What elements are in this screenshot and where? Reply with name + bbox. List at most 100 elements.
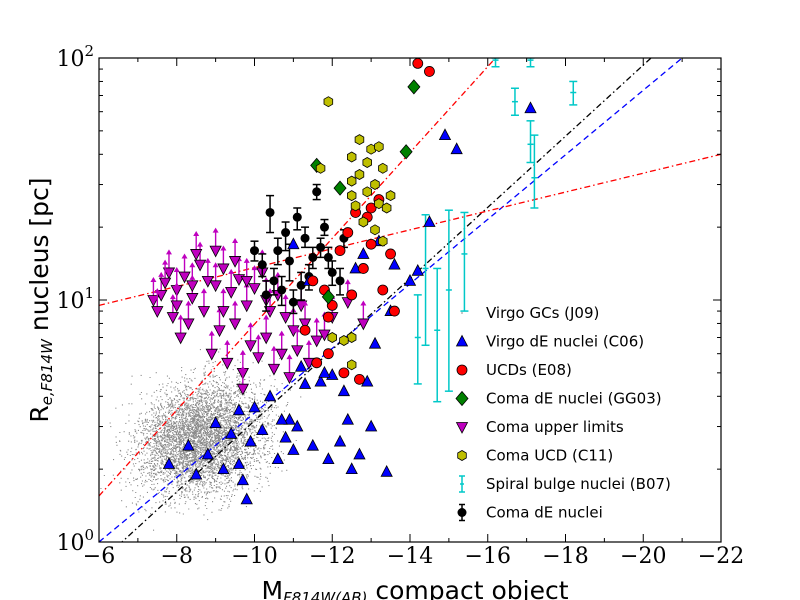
- upper-limit-arrowhead: [344, 279, 351, 285]
- upper-limit-arrowhead: [360, 300, 367, 306]
- coma-de-nucleus-marker: [316, 242, 326, 252]
- upper-limit-marker: [205, 348, 218, 361]
- virgo-de-nucleus-point-37: [450, 142, 463, 155]
- coma-de-nucleus-point-15: [261, 280, 271, 312]
- upper-limit-marker: [166, 312, 180, 324]
- legend-marker: [455, 334, 469, 347]
- x-axis-label: MF814W(AB) compact object: [262, 576, 569, 600]
- upper-limit-point-29: [291, 327, 304, 358]
- upper-limit-arrowhead: [274, 271, 281, 277]
- coma-ucd-c11-point-0: [323, 96, 334, 108]
- coma-gg03-point-1: [399, 144, 413, 160]
- virgo-de-nucleus-point-21: [306, 438, 319, 451]
- upper-limit-point-44: [228, 237, 242, 268]
- virgo-de-nucleus-point-18: [291, 419, 304, 432]
- virgo-de-nucleus-point-7: [232, 457, 246, 469]
- virgo-de-nucleus-point-22: [314, 374, 327, 387]
- coma-ucd-c11-point-13: [374, 198, 384, 210]
- coma-ucd-c11-point-9: [370, 179, 380, 190]
- virgo-de-nucleus-point-35: [403, 273, 417, 286]
- coma-de-nucleus-marker: [335, 276, 345, 286]
- virgo-de-nucleus-point-40: [275, 412, 288, 425]
- coma-de-nucleus-point-2: [312, 183, 322, 201]
- virgo-de-nucleus-point-11: [248, 400, 261, 413]
- reference-lines: [99, 58, 721, 542]
- upper-limit-point-52: [283, 354, 296, 385]
- coma-de-nucleus-marker: [261, 290, 271, 300]
- upper-limit-point-9: [217, 245, 230, 276]
- upper-limit-point-7: [201, 257, 215, 288]
- upper-limit-arrowhead: [239, 365, 246, 371]
- upper-limit-arrowhead: [302, 300, 309, 306]
- coma-de-nucleus-marker: [250, 246, 259, 256]
- coma-ucd-c11-point-18: [378, 235, 388, 247]
- coma-ucd-c11-point-4: [346, 151, 357, 163]
- upper-limit-arrowhead: [270, 345, 277, 351]
- coma-ucd-c11-point-12: [346, 190, 357, 202]
- upper-limit-marker: [244, 340, 257, 353]
- virgo-de-nucleus-point-0: [162, 457, 176, 469]
- upper-limit-marker: [236, 383, 249, 396]
- ucd-e08-point-1: [424, 66, 435, 77]
- axis-ticks: [98, 57, 722, 543]
- ucd-e08-point-18: [338, 367, 350, 379]
- coma-de-nucleus-point-13: [296, 271, 306, 301]
- ucd-e08-point-20: [334, 245, 346, 257]
- coma-ucd-c11-point-11: [385, 190, 396, 202]
- coma-de-nucleus-point-4: [300, 226, 310, 249]
- ucd-e08-point-0: [412, 58, 424, 69]
- upper-limit-point-17: [279, 294, 292, 324]
- virgo-de-nucleus-point-42: [337, 384, 351, 397]
- virgo-de-nucleus-point-27: [345, 462, 358, 475]
- upper-limit-arrowhead: [204, 257, 211, 263]
- virgo-de-nucleus-point-10: [244, 434, 257, 447]
- upper-limit-arrowhead: [165, 249, 172, 255]
- coma-de-nucleus-marker: [269, 276, 279, 286]
- virgo-de-nucleus-point-28: [353, 447, 366, 460]
- upper-limit-arrowhead: [263, 314, 270, 320]
- upper-limit-point-8: [209, 262, 222, 293]
- upper-limit-marker: [228, 256, 242, 268]
- upper-limit-arrowhead: [181, 253, 188, 259]
- upper-limit-arrowhead: [193, 230, 200, 236]
- virgo-de-nucleus-point-47: [287, 237, 300, 250]
- coma-gg03-point-3: [333, 180, 347, 196]
- upper-limit-point-21: [166, 294, 180, 324]
- coma-ucd-c11-point-3: [374, 141, 384, 153]
- virgo-de-nucleus-point-26: [341, 412, 354, 425]
- coma-ucd-c11-point-19: [327, 332, 338, 343]
- virgo-de-nucleus-point-13: [263, 389, 277, 402]
- coma-de-nucleus-marker: [273, 246, 283, 256]
- coma-de-nucleus-point-1: [292, 207, 302, 231]
- upper-limit-marker: [209, 245, 222, 258]
- upper-limit-point-53: [236, 365, 249, 396]
- coma-de-nucleus-point-16: [288, 289, 298, 315]
- upper-limit-marker: [260, 332, 273, 345]
- upper-limit-point-50: [170, 282, 183, 313]
- legend-marker: [455, 422, 469, 434]
- coma-de-nucleus-point-3: [281, 221, 291, 252]
- coma-de-nucleus-point-18: [335, 267, 345, 296]
- upper-limit-arrowhead: [305, 339, 312, 345]
- upper-limit-arrowhead: [173, 282, 180, 288]
- legend-entry-6: Spiral bulge nuclei (B07): [459, 475, 671, 493]
- reference-line-red-dashdot-shallow: [99, 153, 721, 307]
- legend-label: Spiral bulge nuclei (B07): [486, 475, 671, 493]
- virgo-de-nucleus-point-49: [388, 257, 401, 270]
- upper-limit-marker: [217, 306, 230, 318]
- upper-limit-arrowhead: [294, 327, 301, 333]
- coma-de-nucleus-marker: [277, 285, 287, 295]
- upper-limit-marker: [197, 306, 211, 318]
- spiral-bulge-point-10: [569, 80, 578, 106]
- virgo-de-nucleus-point-5: [217, 462, 230, 475]
- upper-limit-arrowhead: [162, 259, 169, 265]
- tick-labels: −6 −8 −10 −12 −14 −16 −18 −20 −22 100 101 102: [56, 42, 744, 569]
- coma-de-nucleus-marker: [296, 280, 306, 290]
- upper-limit-marker: [213, 325, 226, 338]
- upper-limit-arrowhead: [282, 294, 289, 300]
- upper-limit-marker: [182, 318, 195, 331]
- virgo-de-nucleus-point-12: [256, 423, 269, 435]
- upper-limit-marker: [310, 335, 323, 348]
- coma-de-nucleus-point-0: [265, 194, 275, 234]
- reference-line-blue-dashed: [99, 58, 683, 542]
